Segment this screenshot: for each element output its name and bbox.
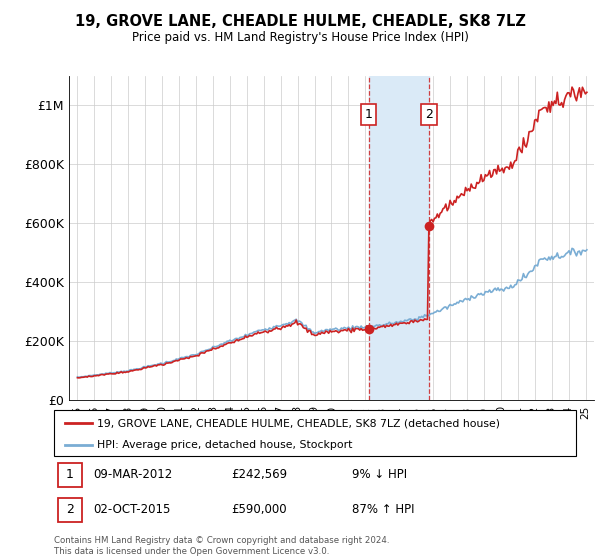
Text: Price paid vs. HM Land Registry's House Price Index (HPI): Price paid vs. HM Land Registry's House … bbox=[131, 31, 469, 44]
Text: 2: 2 bbox=[425, 108, 433, 121]
Text: 2: 2 bbox=[66, 503, 74, 516]
Text: £590,000: £590,000 bbox=[232, 503, 287, 516]
Text: 1: 1 bbox=[365, 108, 373, 121]
Text: 19, GROVE LANE, CHEADLE HULME, CHEADLE, SK8 7LZ (detached house): 19, GROVE LANE, CHEADLE HULME, CHEADLE, … bbox=[97, 418, 500, 428]
Text: 02-OCT-2015: 02-OCT-2015 bbox=[93, 503, 170, 516]
Text: HPI: Average price, detached house, Stockport: HPI: Average price, detached house, Stoc… bbox=[97, 440, 352, 450]
Text: Contains HM Land Registry data © Crown copyright and database right 2024.
This d: Contains HM Land Registry data © Crown c… bbox=[54, 536, 389, 556]
Bar bbox=[58, 498, 82, 521]
Text: 19, GROVE LANE, CHEADLE HULME, CHEADLE, SK8 7LZ: 19, GROVE LANE, CHEADLE HULME, CHEADLE, … bbox=[74, 14, 526, 29]
Bar bbox=[58, 463, 82, 487]
Text: 09-MAR-2012: 09-MAR-2012 bbox=[93, 468, 172, 481]
Text: 87% ↑ HPI: 87% ↑ HPI bbox=[352, 503, 414, 516]
Bar bbox=[368, 76, 429, 400]
Text: £242,569: £242,569 bbox=[232, 468, 287, 481]
Text: 1: 1 bbox=[66, 468, 74, 481]
Text: 9% ↓ HPI: 9% ↓ HPI bbox=[352, 468, 407, 481]
